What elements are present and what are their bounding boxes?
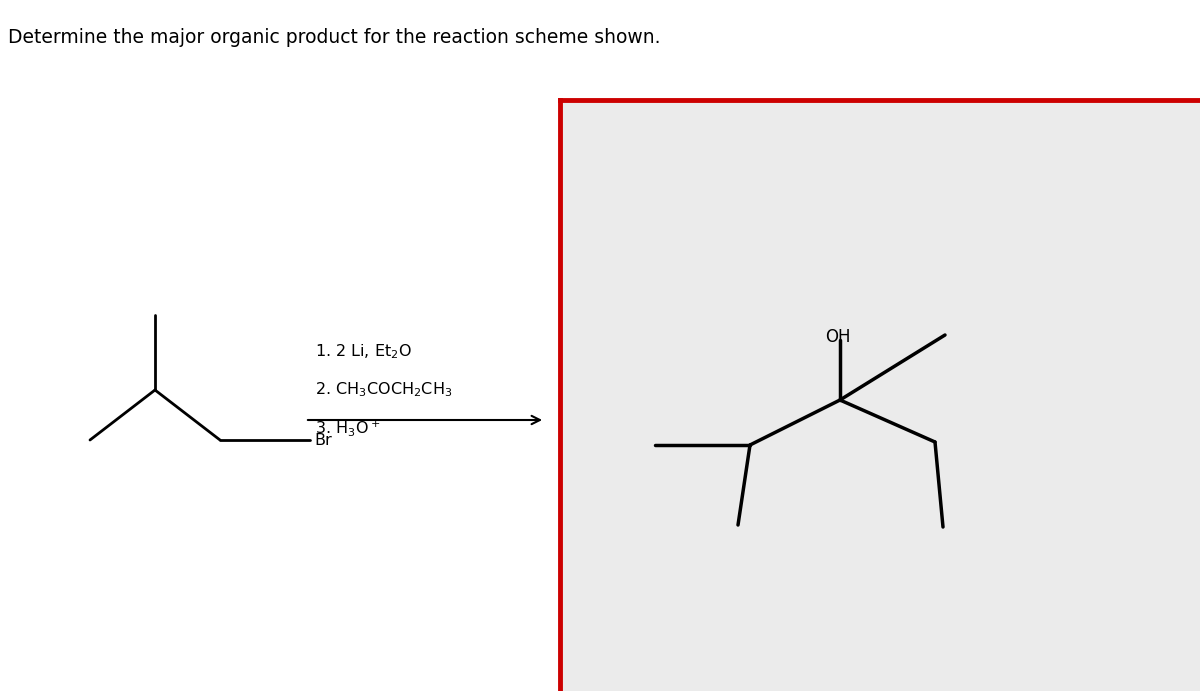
Text: Br: Br <box>314 433 331 448</box>
Bar <box>560 100 1200 691</box>
Text: OH: OH <box>826 328 851 346</box>
Text: Determine the major organic product for the reaction scheme shown.: Determine the major organic product for … <box>8 28 660 47</box>
Text: 3. H$_3$O$^+$: 3. H$_3$O$^+$ <box>314 418 380 438</box>
Text: 2. CH$_3$COCH$_2$CH$_3$: 2. CH$_3$COCH$_2$CH$_3$ <box>314 380 452 399</box>
Text: 1. 2 Li, Et$_2$O: 1. 2 Li, Et$_2$O <box>314 342 412 361</box>
